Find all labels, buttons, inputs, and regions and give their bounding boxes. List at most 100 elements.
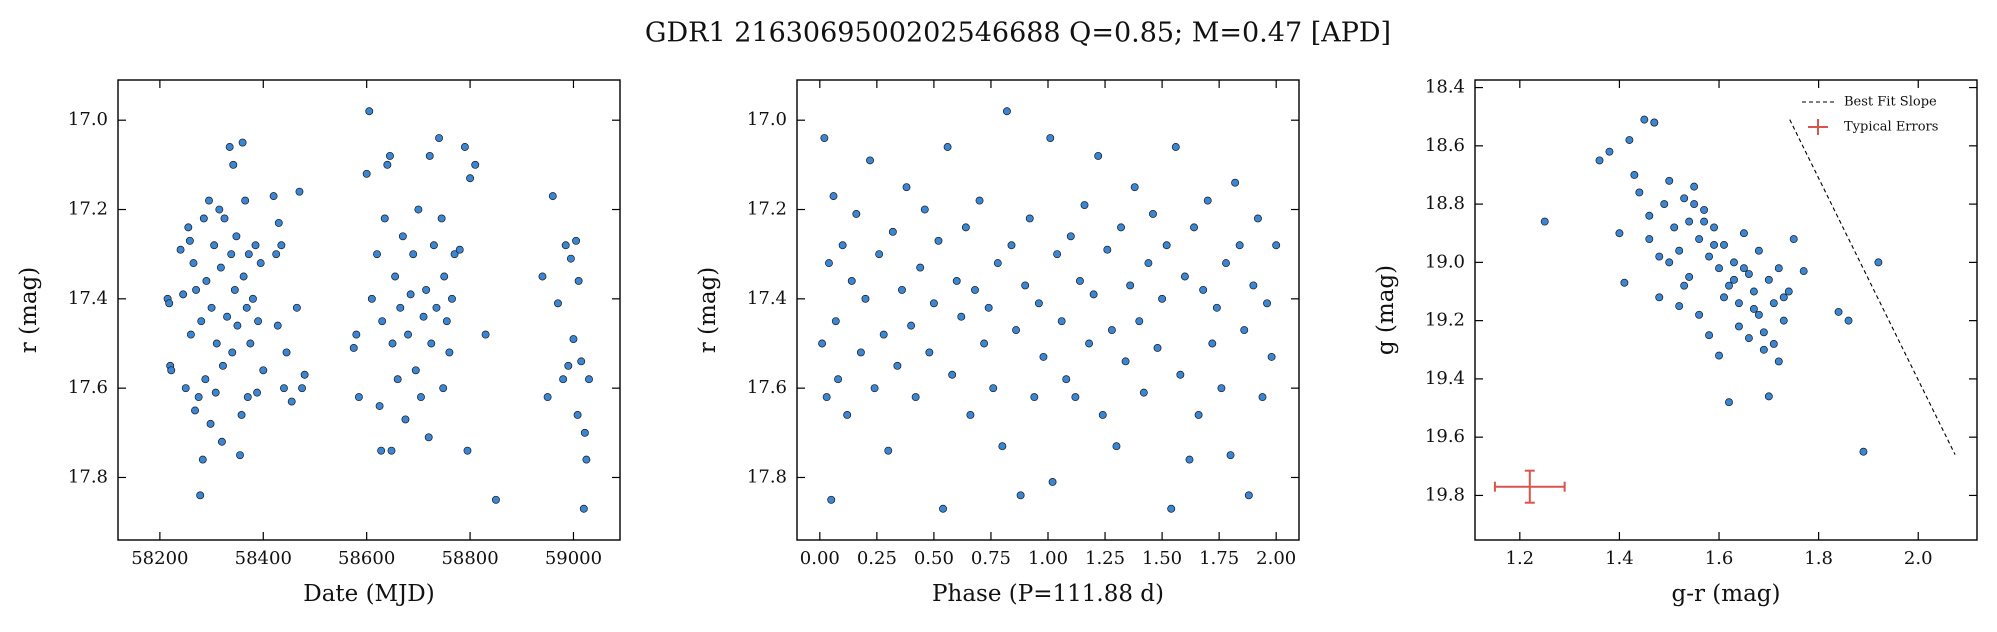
- data-point: [217, 437, 226, 446]
- data-point: [1779, 316, 1788, 325]
- data-point: [1226, 451, 1235, 460]
- data-point: [929, 299, 938, 308]
- data-point: [189, 259, 198, 268]
- data-point: [1754, 310, 1763, 319]
- data-point: [243, 393, 252, 402]
- data-point: [1749, 305, 1758, 313]
- data-point: [1635, 188, 1644, 197]
- x-tick-label: 58400: [235, 548, 292, 569]
- data-point: [365, 107, 374, 116]
- y-axis-label: r (mag): [695, 267, 721, 354]
- data-point: [1244, 491, 1253, 500]
- data-point: [1139, 388, 1148, 397]
- data-point: [1680, 194, 1689, 203]
- data-point: [194, 393, 203, 402]
- data-point: [1834, 307, 1843, 316]
- data-point: [269, 192, 278, 201]
- data-point: [1217, 384, 1226, 393]
- data-point: [199, 214, 208, 223]
- data-point: [287, 397, 296, 406]
- data-point: [577, 357, 586, 366]
- data-point: [1720, 293, 1728, 302]
- data-point: [1675, 246, 1684, 255]
- data-point: [1734, 299, 1743, 308]
- data-point: [993, 259, 1002, 268]
- data-point: [1180, 272, 1189, 281]
- data-point: [952, 277, 961, 285]
- x-tick-label: 58800: [441, 548, 498, 569]
- data-point: [1660, 200, 1669, 209]
- data-point: [939, 504, 947, 513]
- data-point: [246, 339, 255, 348]
- x-tick-label: 59000: [545, 548, 602, 569]
- data-point: [292, 303, 301, 312]
- data-point: [460, 143, 469, 151]
- plot-frame: [796, 79, 1300, 541]
- data-point: [1089, 290, 1098, 299]
- data-point: [1779, 293, 1788, 302]
- data-point: [902, 183, 911, 192]
- data-point: [843, 411, 852, 419]
- data-point: [300, 370, 309, 379]
- data-point: [554, 299, 562, 308]
- data-point: [1874, 258, 1883, 267]
- data-point: [834, 375, 843, 384]
- data-point: [1700, 217, 1709, 226]
- data-point: [373, 250, 381, 259]
- data-point: [1144, 259, 1153, 268]
- data-point: [1665, 258, 1674, 267]
- data-point: [1690, 200, 1699, 209]
- data-point: [238, 138, 247, 147]
- data-point: [196, 491, 205, 500]
- data-point: [1098, 411, 1107, 419]
- data-point: [1048, 477, 1057, 486]
- data-point: [1021, 281, 1030, 290]
- data-point: [1249, 281, 1258, 290]
- data-point: [1071, 393, 1080, 402]
- data-point: [971, 285, 979, 294]
- data-point: [1675, 302, 1684, 311]
- data-point: [561, 241, 570, 250]
- y-tick-label: 17.8: [747, 466, 787, 487]
- data-point: [879, 330, 888, 339]
- data-point: [298, 384, 306, 393]
- data-point: [280, 384, 288, 393]
- data-point: [442, 317, 451, 326]
- y-tick-label: 18.8: [1425, 193, 1465, 214]
- data-point: [1799, 267, 1808, 276]
- data-point: [818, 339, 827, 348]
- data-point: [572, 236, 581, 245]
- data-point: [1725, 281, 1733, 290]
- data-point: [898, 285, 906, 294]
- y-tick-label: 17.6: [747, 377, 787, 398]
- data-point: [1730, 258, 1738, 267]
- data-point: [463, 446, 472, 455]
- data-point: [884, 446, 893, 455]
- data-point: [349, 344, 358, 352]
- x-tick-label: 2.00: [1256, 548, 1296, 569]
- data-point: [1190, 223, 1198, 232]
- data-point: [409, 250, 418, 259]
- data-point: [1030, 393, 1039, 402]
- data-point: [538, 272, 547, 281]
- data-point: [393, 375, 402, 384]
- data-point: [202, 277, 211, 285]
- data-point: [1007, 241, 1016, 250]
- data-point: [435, 134, 444, 143]
- data-point: [228, 348, 237, 357]
- data-point: [1212, 303, 1221, 312]
- data-point: [184, 223, 193, 232]
- data-point: [220, 214, 229, 223]
- data-point: [259, 366, 268, 375]
- data-point: [1057, 317, 1066, 326]
- data-point: [1025, 214, 1034, 223]
- data-point: [466, 174, 475, 183]
- data-point: [1680, 281, 1689, 290]
- data-point: [1739, 229, 1748, 238]
- data-point: [354, 393, 363, 402]
- x-tick-label: 1.2: [1506, 548, 1535, 569]
- data-point: [192, 285, 201, 294]
- y-axis-label: r (mag): [16, 267, 42, 354]
- data-point: [248, 294, 257, 303]
